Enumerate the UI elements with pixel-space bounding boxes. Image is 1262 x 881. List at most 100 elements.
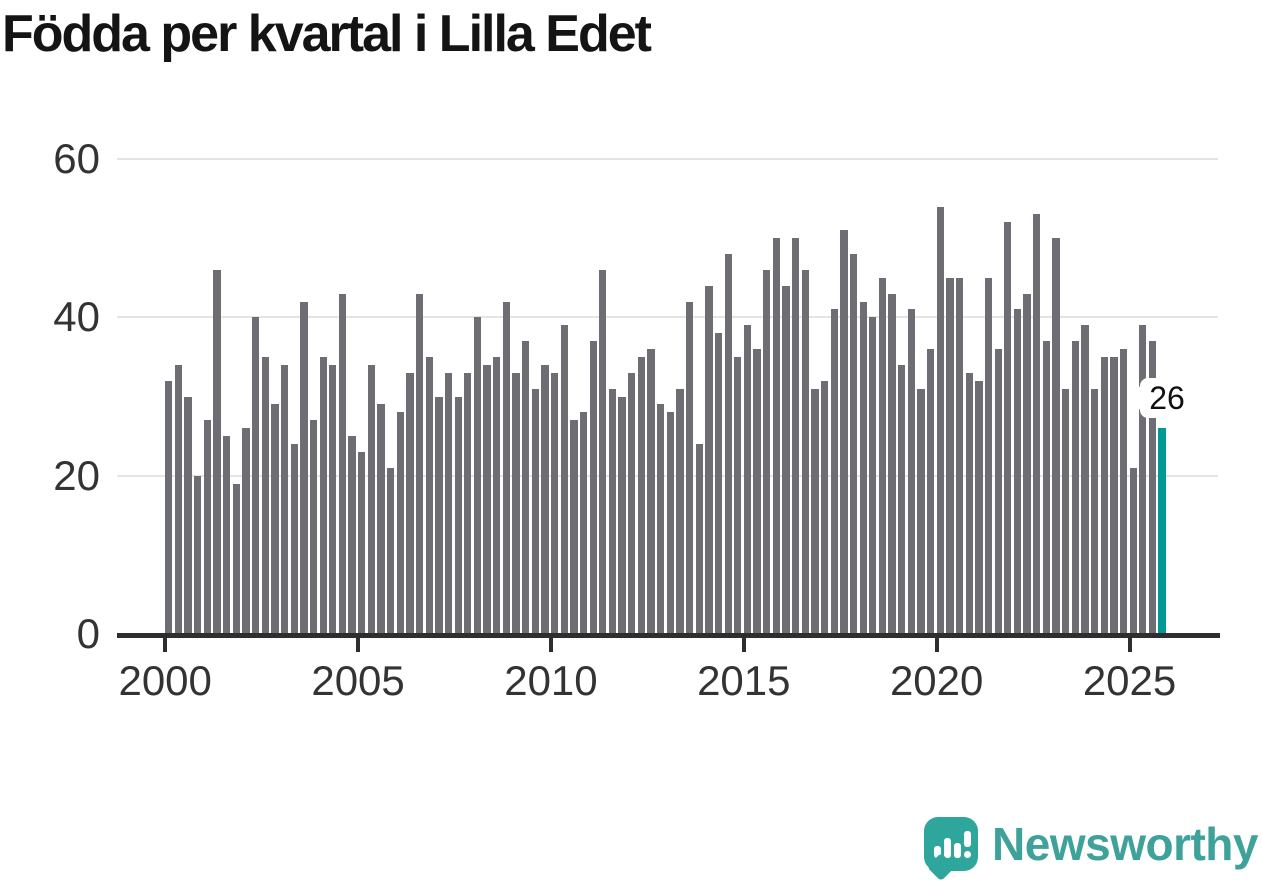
logo-bar-icon	[944, 838, 952, 858]
bar-2006-q2	[406, 372, 414, 634]
bar-2007-q3	[454, 396, 462, 634]
logo-exclamation-dot-icon	[964, 851, 972, 858]
bar-2015-q1	[743, 325, 752, 634]
brand-footer: Newsworthy	[924, 817, 1258, 871]
bar-2011-q4	[618, 396, 626, 634]
bar-2001-q2	[213, 269, 221, 634]
logo-exclamation-icon	[964, 831, 972, 847]
bar-2016-q2	[792, 238, 800, 634]
bar-2019-q2	[907, 309, 916, 634]
bar-2009-q3	[531, 388, 539, 634]
bar-2020-q2	[946, 277, 954, 634]
bar-2022-q4	[1042, 341, 1051, 634]
bar-2017-q3	[840, 230, 848, 634]
bar-2003-q4	[309, 420, 318, 634]
x-axis-tick-2020	[934, 638, 939, 652]
x-axis-label-2000: 2000	[118, 657, 212, 704]
bar-2000-q1	[165, 380, 173, 634]
bar-2006-q4	[425, 356, 433, 634]
gridline-y40	[117, 316, 1218, 319]
bar-2002-q3	[261, 356, 269, 634]
bar-2024-q3	[1110, 356, 1118, 634]
bar-2003-q1	[280, 364, 289, 634]
bar-2024-q2	[1100, 356, 1108, 634]
page-title: Födda per kvartal i Lilla Edet	[2, 5, 652, 63]
bar-2010-q3	[570, 420, 578, 634]
bar-2015-q2	[753, 349, 761, 634]
bar-2023-q1	[1052, 238, 1060, 634]
bar-2010-q4	[579, 412, 588, 634]
bar-2022-q1	[1013, 309, 1022, 634]
x-axis-tick-2025	[1127, 638, 1132, 652]
bar-2010-q1	[550, 372, 559, 634]
bar-2013-q2	[676, 388, 684, 634]
bar-2012-q2	[637, 356, 646, 634]
bar-2005-q4	[387, 467, 395, 634]
x-axis-label-2015: 2015	[697, 657, 791, 704]
bar-2007-q2	[444, 372, 453, 634]
bar-2015-q4	[772, 238, 781, 634]
bar-2009-q2	[522, 341, 530, 634]
x-axis-label-2025: 2025	[1082, 657, 1177, 704]
bar-2019-q4	[927, 349, 935, 634]
gridline-y60	[117, 157, 1218, 160]
bar-2004-q2	[329, 364, 337, 634]
x-axis-tick-2000	[163, 638, 168, 652]
bar-2017-q1	[820, 380, 829, 634]
bar-2014-q3	[724, 254, 732, 634]
x-axis-line	[117, 633, 1220, 638]
bar-2013-q1	[666, 412, 674, 634]
bar-2012-q1	[628, 372, 636, 634]
y-axis-label-60: 60	[53, 134, 100, 182]
bar-2008-q3	[493, 356, 501, 634]
bar-2024-q4	[1119, 349, 1128, 634]
logo-bar-icon	[934, 846, 942, 858]
bar-2010-q2	[560, 325, 568, 634]
bar-2014-q2	[714, 333, 723, 634]
bar-2000-q3	[184, 396, 192, 634]
bar-2023-q2	[1062, 388, 1070, 634]
bar-2001-q4	[232, 483, 240, 634]
bar-2001-q3	[223, 436, 231, 634]
bar-2011-q2	[599, 269, 607, 634]
bar-2002-q2	[251, 317, 260, 634]
bar-2002-q1	[242, 428, 250, 634]
x-axis-tick-2015	[741, 638, 746, 652]
bar-2009-q4	[541, 364, 549, 634]
bar-2019-q3	[917, 388, 925, 634]
bar-2019-q1	[898, 364, 906, 634]
bar-2014-q1	[705, 285, 713, 634]
bar-2011-q3	[608, 388, 617, 634]
bar-2006-q3	[415, 293, 424, 634]
bar-2021-q3	[994, 349, 1002, 634]
bar-2013-q3	[685, 301, 694, 634]
x-axis-label-2005: 2005	[311, 657, 405, 704]
bar-2011-q1	[589, 341, 597, 634]
bar-2002-q4	[271, 404, 279, 634]
bar-2005-q3	[377, 404, 385, 634]
bar-2004-q4	[348, 436, 356, 634]
bar-2000-q4	[194, 475, 202, 634]
bar-2025-q2	[1139, 325, 1147, 634]
x-axis-label-2010: 2010	[504, 657, 598, 704]
bar-2021-q4	[1004, 222, 1012, 634]
bar-2022-q3	[1033, 214, 1041, 634]
latest-value-text: 26	[1149, 379, 1185, 416]
bar-2005-q2	[367, 364, 375, 634]
bar-2023-q4	[1081, 325, 1089, 634]
bar-2025-q1	[1129, 467, 1137, 634]
latest-value-label: 26	[1140, 378, 1194, 418]
bar-2014-q4	[734, 356, 742, 634]
bar-2009-q1	[512, 372, 520, 634]
bar-2006-q1	[396, 412, 404, 634]
bar-2016-q4	[811, 388, 819, 634]
bar-2018-q4	[888, 293, 896, 634]
bar-2017-q4	[849, 254, 858, 634]
bar-2021-q2	[984, 277, 993, 634]
bar-2000-q2	[174, 364, 183, 634]
bar-2004-q1	[319, 356, 327, 634]
bar-2012-q4	[657, 404, 665, 634]
bar-2003-q3	[300, 301, 308, 634]
bar-2018-q2	[869, 317, 877, 634]
